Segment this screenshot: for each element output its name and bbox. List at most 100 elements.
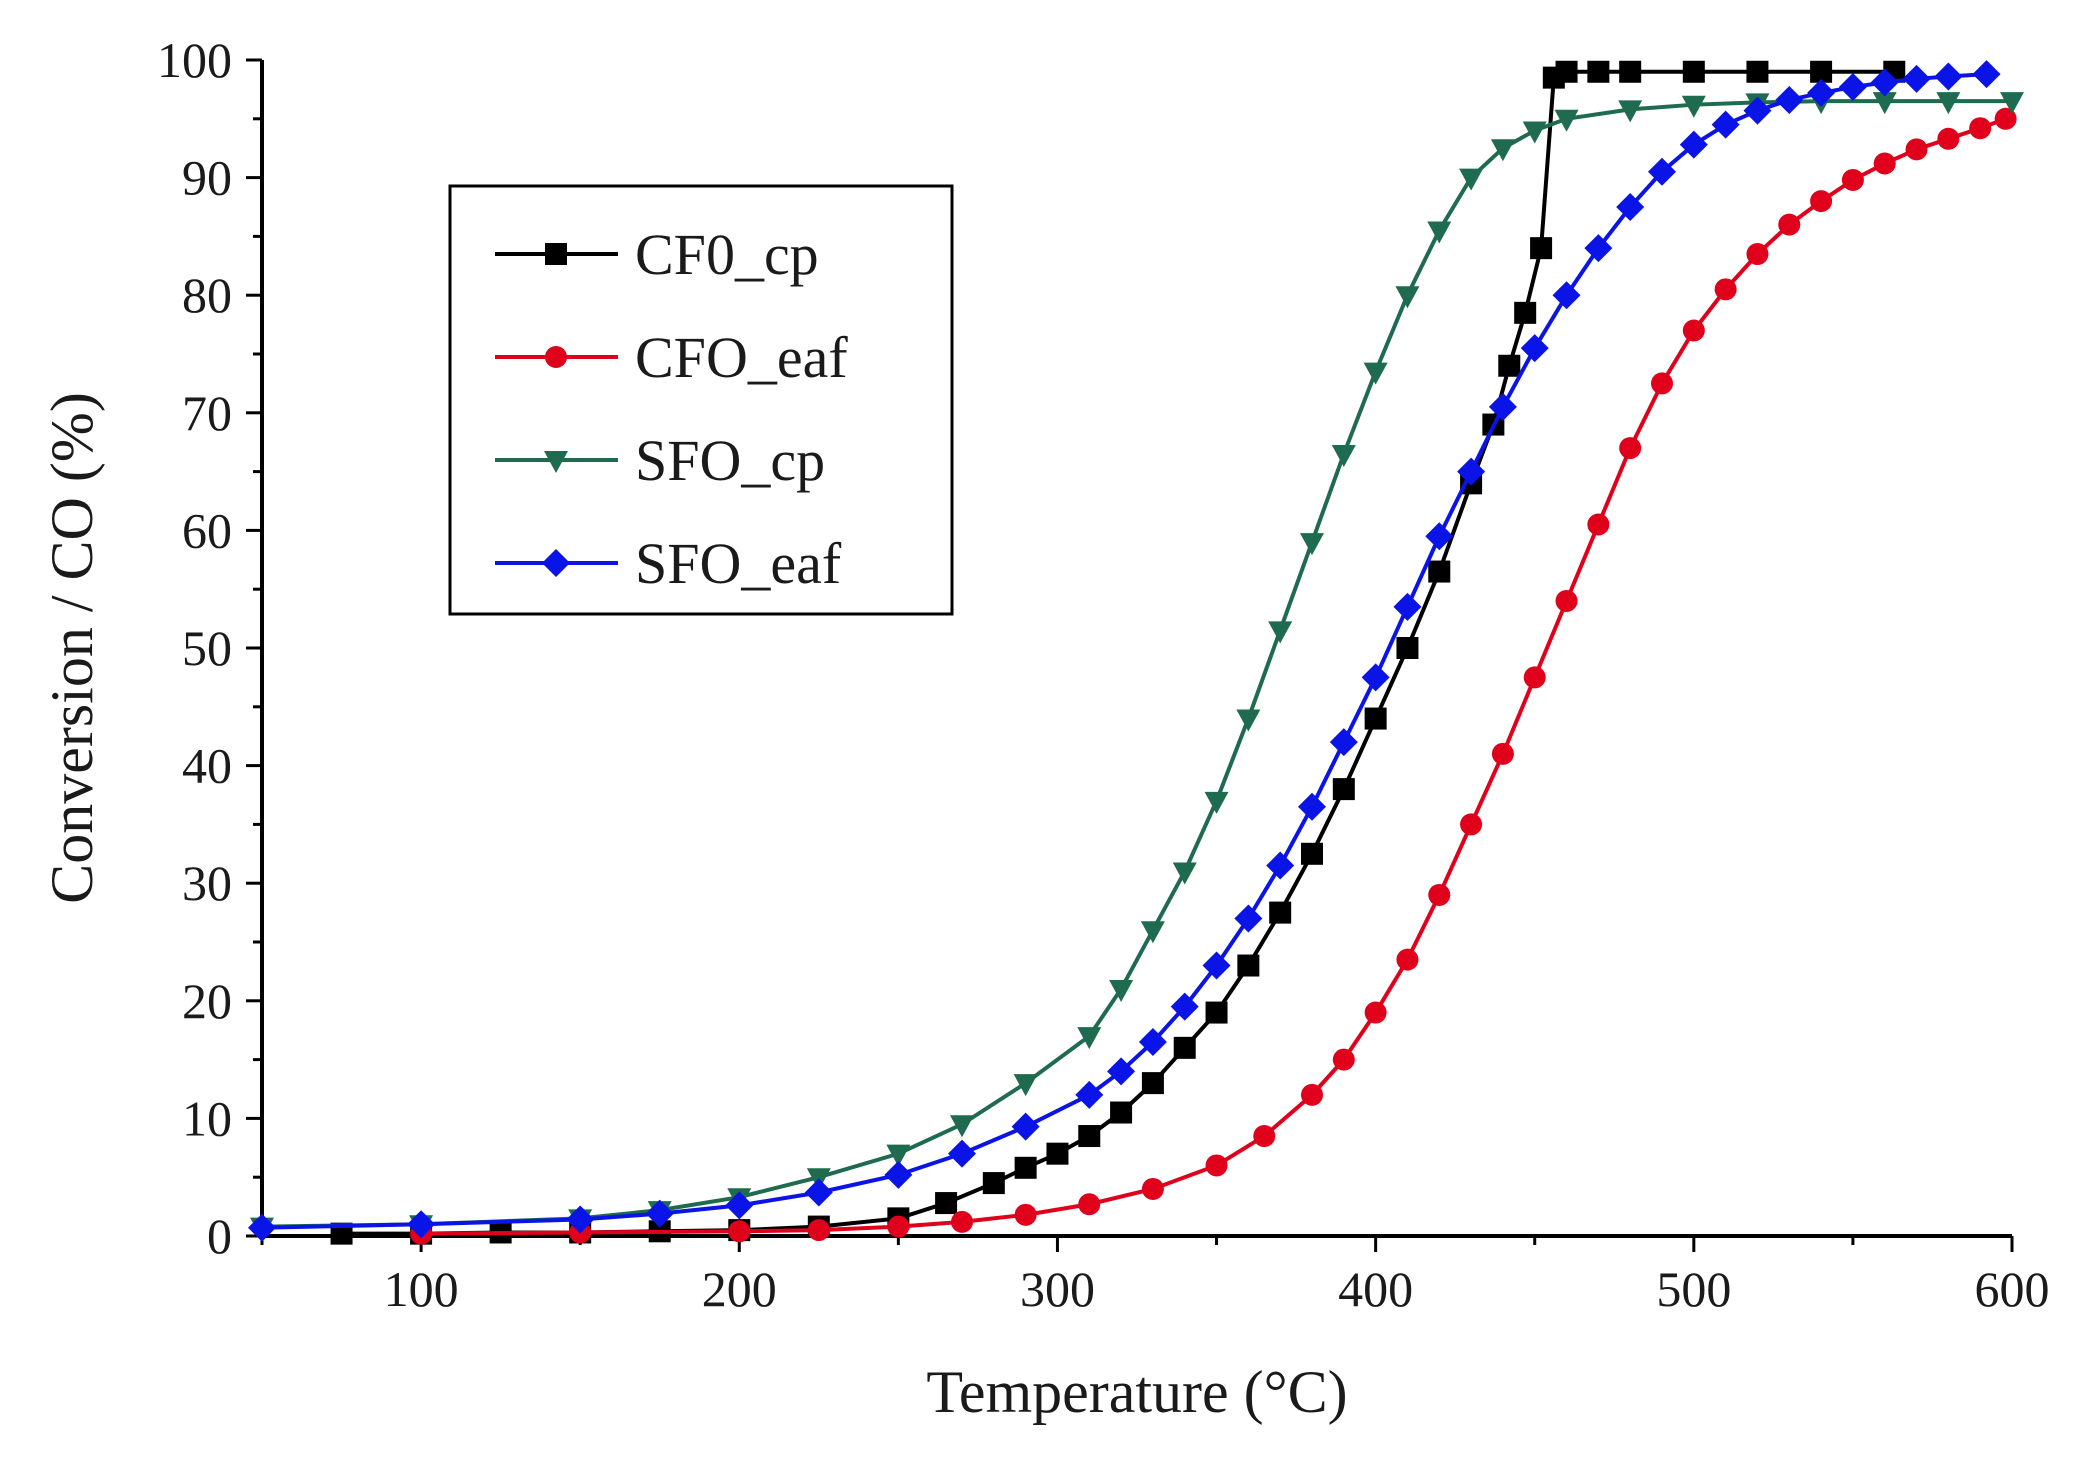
data-point-SFO_cp: [1172, 862, 1197, 885]
data-point-SFO_eaf: [1298, 792, 1326, 821]
data-point-CF0_cp: [1746, 60, 1769, 83]
data-point-CF0_cp: [1110, 1101, 1133, 1124]
y-tick-label: 90: [182, 150, 232, 206]
legend-label: CFO_eaf: [635, 325, 848, 390]
y-tick-label: 0: [207, 1208, 232, 1264]
data-point-CFO_eaf: [1364, 1001, 1387, 1024]
data-point-CF0_cp: [1269, 901, 1292, 924]
legend-label: SFO_cp: [635, 428, 825, 493]
series-line-SFO_cp: [261, 99, 2012, 1229]
data-point-SFO_cp: [950, 1115, 974, 1138]
data-point-CFO_eaf: [1841, 168, 1864, 191]
y-axis: 0 10 20 30 40 50 60 70 80 90 100: [157, 32, 262, 1264]
data-point-SFO_eaf: [1838, 73, 1867, 102]
data-point-CF0_cp: [1364, 707, 1387, 730]
data-point-CF0_cp: [1301, 842, 1323, 865]
data-point-CFO_eaf: [1682, 319, 1705, 342]
data-point-CF0_cp: [1810, 60, 1833, 83]
data-point-SFO_eaf: [248, 1213, 276, 1242]
legend: CF0_cp CFO_eaf SFO_cp SFO_eaf: [448, 184, 954, 616]
data-point-CF0_cp: [1682, 60, 1705, 83]
data-point-SFO_eaf: [566, 1205, 595, 1234]
data-point-SFO_eaf: [1807, 78, 1836, 107]
data-point-SFO_eaf: [1616, 193, 1645, 221]
data-point-SFO_cp: [1140, 921, 1165, 944]
data-point-CF0_cp: [1396, 637, 1419, 659]
data-point-CFO_eaf: [1905, 138, 1928, 161]
data-point-SFO_eaf: [948, 1139, 976, 1168]
data-point-CF0_cp: [1205, 1001, 1228, 1024]
y-tick-label: 30: [182, 855, 232, 911]
data-point-CFO_eaf: [951, 1210, 973, 1233]
data-point-CF0_cp: [982, 1172, 1005, 1195]
data-point-SFO_eaf: [1934, 62, 1963, 91]
data-point-CFO_eaf: [1301, 1083, 1323, 1106]
data-point-SFO_cp: [1427, 221, 1452, 244]
data-point-CFO_eaf: [1014, 1203, 1037, 1226]
data-point-CF0_cp: [1555, 60, 1578, 83]
data-point-SFO_eaf: [1743, 96, 1772, 125]
data-point-SFO_cp: [1331, 444, 1356, 467]
legend-box: [448, 184, 954, 616]
data-point-CF0_cp: [1530, 237, 1553, 260]
data-point-SFO_eaf: [1679, 130, 1708, 159]
data-point-CFO_eaf: [1873, 152, 1896, 175]
data-point-SFO_cp: [1490, 139, 1515, 162]
data-point-CFO_eaf: [1523, 666, 1546, 689]
data-point-SFO_eaf: [407, 1210, 436, 1239]
data-point-CFO_eaf: [1460, 813, 1483, 836]
y-tick-label: 80: [182, 267, 232, 323]
data-point-SFO_eaf: [804, 1178, 833, 1207]
data-point-SFO_eaf: [1011, 1112, 1040, 1141]
y-tick-label: 10: [182, 1090, 232, 1146]
data-point-SFO_cp: [1459, 168, 1484, 191]
data-point-SFO_cp: [1522, 121, 1547, 144]
data-point-CF0_cp: [1078, 1125, 1101, 1148]
y-tick-label: 20: [182, 973, 232, 1029]
data-point-CF0_cp: [1141, 1072, 1164, 1095]
data-point-CFO_eaf: [1810, 190, 1833, 213]
data-point-CFO_eaf: [1205, 1154, 1228, 1177]
data-point-SFO_cp: [1300, 533, 1324, 556]
data-point-SFO_eaf: [1425, 522, 1454, 551]
data-point-SFO_eaf: [1775, 85, 1804, 114]
data-point-CF0_cp: [1173, 1036, 1196, 1059]
x-tick-label: 400: [1338, 1261, 1413, 1317]
data-point-SFO_cp: [1872, 92, 1897, 115]
data-point-SFO_eaf: [1361, 663, 1390, 692]
data-point-SFO_eaf: [1584, 234, 1613, 263]
data-point-SFO_eaf: [1648, 157, 1676, 186]
data-point-SFO_cp: [1236, 709, 1261, 732]
y-tick-label: 100: [157, 32, 232, 88]
data-point-CFO_eaf: [1714, 278, 1737, 301]
data-point-CFO_eaf: [1937, 127, 1960, 150]
data-point-CFO_eaf: [1141, 1177, 1164, 1200]
data-point-SFO_eaf: [1107, 1057, 1136, 1086]
x-tick-label: 600: [1975, 1261, 2050, 1317]
data-point-SFO_eaf: [1075, 1080, 1104, 1109]
data-point-SFO_eaf: [725, 1191, 754, 1220]
data-point-CFO_eaf: [1332, 1048, 1355, 1071]
data-point-SFO_eaf: [1488, 392, 1517, 421]
x-tick-label: 500: [1656, 1261, 1731, 1317]
data-point-SFO_cp: [1554, 109, 1579, 132]
data-point-CF0_cp: [1046, 1142, 1069, 1165]
data-point-CFO_eaf: [1778, 213, 1801, 236]
data-point-SFO_cp: [1013, 1074, 1038, 1097]
data-point-CFO_eaf: [1969, 117, 1992, 140]
data-point-SFO_eaf: [1234, 904, 1263, 933]
data-point-CF0_cp: [1619, 60, 1642, 83]
data-point-SFO_eaf: [1520, 334, 1549, 363]
data-point-SFO_cp: [1395, 286, 1420, 309]
data-point-CFO_eaf: [1994, 107, 2017, 130]
data-point-CF0_cp: [1428, 560, 1451, 583]
legend-marker: [542, 549, 570, 577]
legend-marker: [544, 451, 568, 473]
data-point-CFO_eaf: [1396, 948, 1419, 971]
data-point-SFO_eaf: [884, 1160, 913, 1189]
data-point-SFO_eaf: [1329, 728, 1358, 757]
x-tick-label: 100: [384, 1261, 459, 1317]
legend-marker: [545, 243, 567, 265]
data-point-SFO_cp: [1109, 980, 1134, 1003]
data-point-CFO_eaf: [1651, 372, 1673, 395]
